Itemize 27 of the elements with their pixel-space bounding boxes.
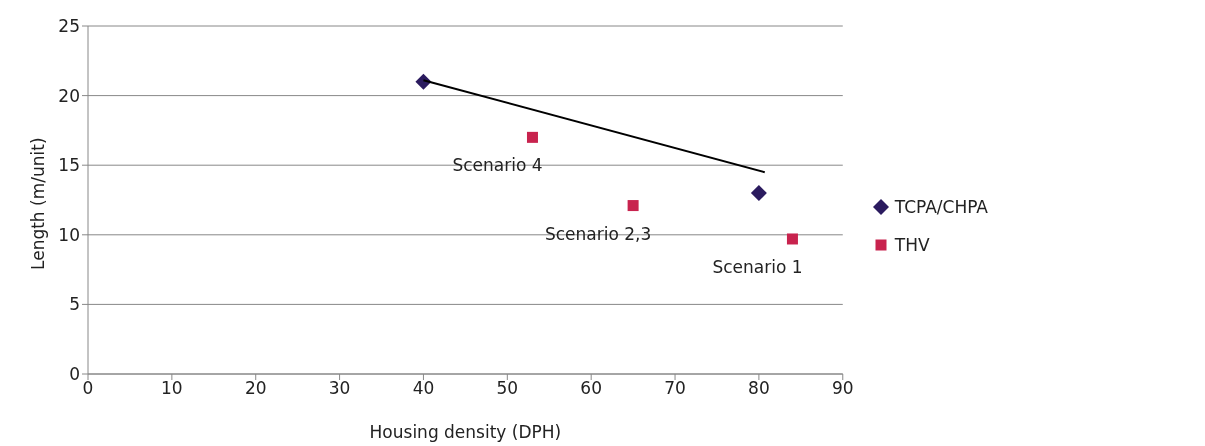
y-tick-label: 20 [58, 85, 80, 106]
y-tick-label: 0 [69, 364, 80, 385]
y-tick-label: 10 [58, 224, 80, 245]
point [526, 131, 538, 143]
annotation: Scenario 1 [712, 257, 803, 278]
x-tick-label: 90 [831, 378, 854, 399]
x-tick-label: 20 [244, 378, 267, 399]
x-tick-label: 60 [580, 378, 602, 399]
legend-label: THV [894, 235, 930, 255]
x-tick-label: 30 [328, 378, 351, 399]
x-tick-label: 80 [748, 378, 770, 399]
x-axis-title: Housing density (DPH) [369, 422, 562, 442]
x-tick-label: 0 [82, 378, 94, 399]
point [786, 233, 798, 245]
legend-label: TCPA/CHPA [894, 197, 988, 217]
y-tick-label: 5 [69, 294, 80, 315]
x-tick-label: 10 [161, 378, 183, 399]
annotation: Scenario 4 [452, 155, 543, 176]
y-tick-label: 15 [58, 155, 80, 176]
y-tick-label: 25 [58, 16, 80, 37]
point [627, 200, 639, 212]
x-tick-label: 40 [412, 378, 435, 399]
point [750, 185, 767, 202]
y-axis-title: Length (m/unit) [28, 137, 49, 270]
x-tick-label: 70 [664, 378, 686, 399]
x-tick-label: 50 [496, 378, 519, 399]
annotation: Scenario 2,3 [544, 223, 652, 244]
